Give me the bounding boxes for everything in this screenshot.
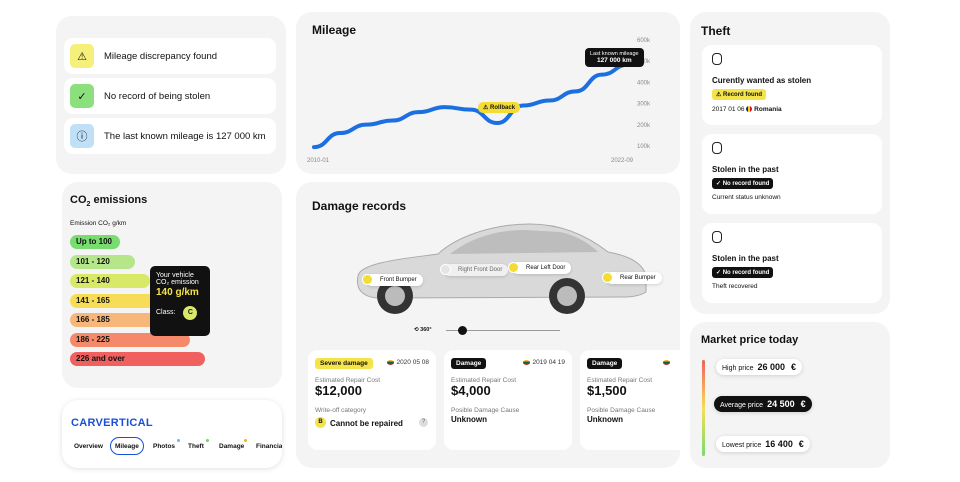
rollback-badge[interactable]: ⚠ Rollback [478, 102, 521, 113]
lowest-price: Lowest price 16 400 € [716, 436, 810, 452]
mileage-series-line [312, 62, 630, 150]
price-scale [702, 360, 705, 456]
damage-marker-icon [440, 264, 451, 275]
damage-card-1[interactable]: Severe damage 2020 05 08 Estimated Repai… [308, 350, 436, 450]
y-tick-label: 200k [637, 123, 651, 129]
warning-icon: ⚠ [70, 44, 94, 68]
y-tick-label: 100k [637, 144, 651, 150]
damage-marker-icon [362, 274, 373, 285]
damage-card-3[interactable]: Damage Estimated Repair Cost $1,500 Posi… [580, 350, 680, 450]
theft-title: Theft [701, 24, 731, 38]
co2-band-1: Up to 100 [70, 235, 120, 249]
alert-mileage-discrepancy[interactable]: ⚠ Mileage discrepancy found [64, 38, 276, 74]
damage-date: 2019 04 19 [523, 359, 565, 366]
theft-record-2[interactable]: Stolen in the past ✓ No record found Cur… [702, 134, 882, 214]
alert-text: Mileage discrepancy found [104, 50, 218, 62]
rotate-360-label: ⟲ 360° [414, 327, 432, 333]
tab-overview[interactable]: Overview [74, 443, 103, 450]
flag-icon [387, 359, 395, 365]
x-tick-end: 2022-09 [611, 158, 634, 164]
y-tick-label: 400k [637, 80, 651, 86]
alert-not-stolen[interactable]: ✓ No record of being stolen [64, 78, 276, 114]
rotate-slider-handle[interactable] [458, 326, 467, 335]
average-price: Average price 24 500 € [714, 396, 812, 412]
co2-card: CO2 emissions Emission CO₂ g/km Up to 10… [62, 182, 282, 388]
tab-theft-dot [206, 439, 209, 442]
mileage-title: Mileage [312, 23, 357, 37]
part-rear-left-door[interactable]: Rear Left Door [508, 262, 572, 274]
part-right-front-door[interactable]: Right Front Door [440, 264, 509, 276]
mileage-card: Mileage 600k 500k 400k 300k 200k 100k 2010-01… [296, 12, 680, 174]
alert-text: No record of being stolen [104, 90, 211, 102]
theft-record-1[interactable]: Curently wanted as stolen ⚠ Record found… [702, 45, 882, 125]
tab-financial[interactable]: Financial [256, 443, 282, 450]
tab-mileage[interactable] [110, 437, 144, 455]
theft-record-3[interactable]: Stolen in the past ✓ No record found The… [702, 223, 882, 303]
damage-marker-icon [602, 272, 613, 283]
y-tick-label: 500k [637, 59, 651, 65]
co2-band-4: 141 - 165 [70, 293, 160, 308]
co2-band-6: 186 - 225 [70, 332, 190, 347]
co2-tooltip: Your vehicle CO₂ emission 140 g/km Class… [150, 266, 210, 336]
rotate-icon: ⟲ [414, 327, 421, 333]
part-rear-bumper[interactable]: Rear Bumper [602, 272, 662, 284]
tab-damage[interactable]: Damage [219, 443, 245, 450]
no-record-badge: ✓ No record found [712, 267, 774, 278]
co2-class-badge: C [183, 306, 198, 320]
carvertical-logo: CARVERTICAL [71, 417, 153, 429]
flag-icon [746, 106, 753, 113]
high-price: High price 26 000 € [716, 359, 803, 375]
tab-damage-dot [244, 439, 247, 442]
info-icon: ⓘ [70, 124, 94, 148]
alert-last-mileage[interactable]: ⓘ The last known mileage is 127 000 km [64, 118, 276, 154]
no-record-badge: ✓ No record found [712, 178, 774, 189]
damage-title: Damage records [312, 199, 407, 213]
car-illustration [356, 223, 647, 314]
damage-tag: Damage [587, 358, 623, 369]
co2-band-3: 121 - 140 [70, 274, 150, 288]
y-tick-label: 300k [637, 102, 651, 108]
rotate-slider-track[interactable] [446, 330, 560, 331]
co2-band-7: 226 and over [70, 352, 205, 366]
co2-band-2: 101 - 120 [70, 254, 135, 269]
lock-icon [712, 53, 722, 65]
warning-icon: ⚠ [483, 105, 491, 111]
damage-tag: Severe damage [315, 358, 373, 369]
check-icon: ✓ [70, 84, 94, 108]
mileage-chart: 600k 500k 400k 300k 200k 100k 2010-01 2022-09 [307, 38, 651, 164]
part-front-bumper[interactable]: Front Bumper [362, 274, 423, 286]
lock-icon [712, 142, 722, 154]
alert-text: The last known mileage is 127 000 km [104, 130, 266, 142]
brand-tabs-card: CARVERTICAL [62, 400, 282, 468]
record-found-badge: ⚠ Record found [712, 89, 767, 100]
tab-mileage-label[interactable]: Mileage [115, 443, 139, 450]
writeoff-code-badge: B [315, 417, 326, 428]
market-title: Market price today [701, 334, 799, 346]
damage-date: 2020 05 08 [387, 359, 429, 366]
last-mileage-tooltip: Last known mileage 127 000 km [585, 48, 644, 67]
y-tick-label: 600k [637, 38, 651, 44]
damage-tag: Damage [451, 358, 487, 369]
lock-icon [712, 231, 722, 243]
flag-icon [523, 359, 531, 365]
tab-photos-dot [177, 439, 180, 442]
tab-photos[interactable]: Photos [153, 443, 176, 450]
damage-marker-icon [508, 262, 519, 273]
flag-icon [663, 360, 670, 365]
damage-card-2[interactable]: Damage 2019 04 19 Estimated Repair Cost … [444, 350, 572, 450]
x-tick-start: 2010-01 [307, 158, 330, 164]
alerts-card: ⚠ Mileage discrepancy found ✓ No record … [56, 16, 286, 174]
co2-title: CO2 emissions [70, 194, 148, 209]
info-icon: ? [419, 418, 428, 427]
co2-value: 140 g/km [156, 287, 199, 298]
tab-theft[interactable]: Theft [188, 443, 204, 450]
co2-axis-label: Emission CO₂ g/km [70, 220, 127, 227]
